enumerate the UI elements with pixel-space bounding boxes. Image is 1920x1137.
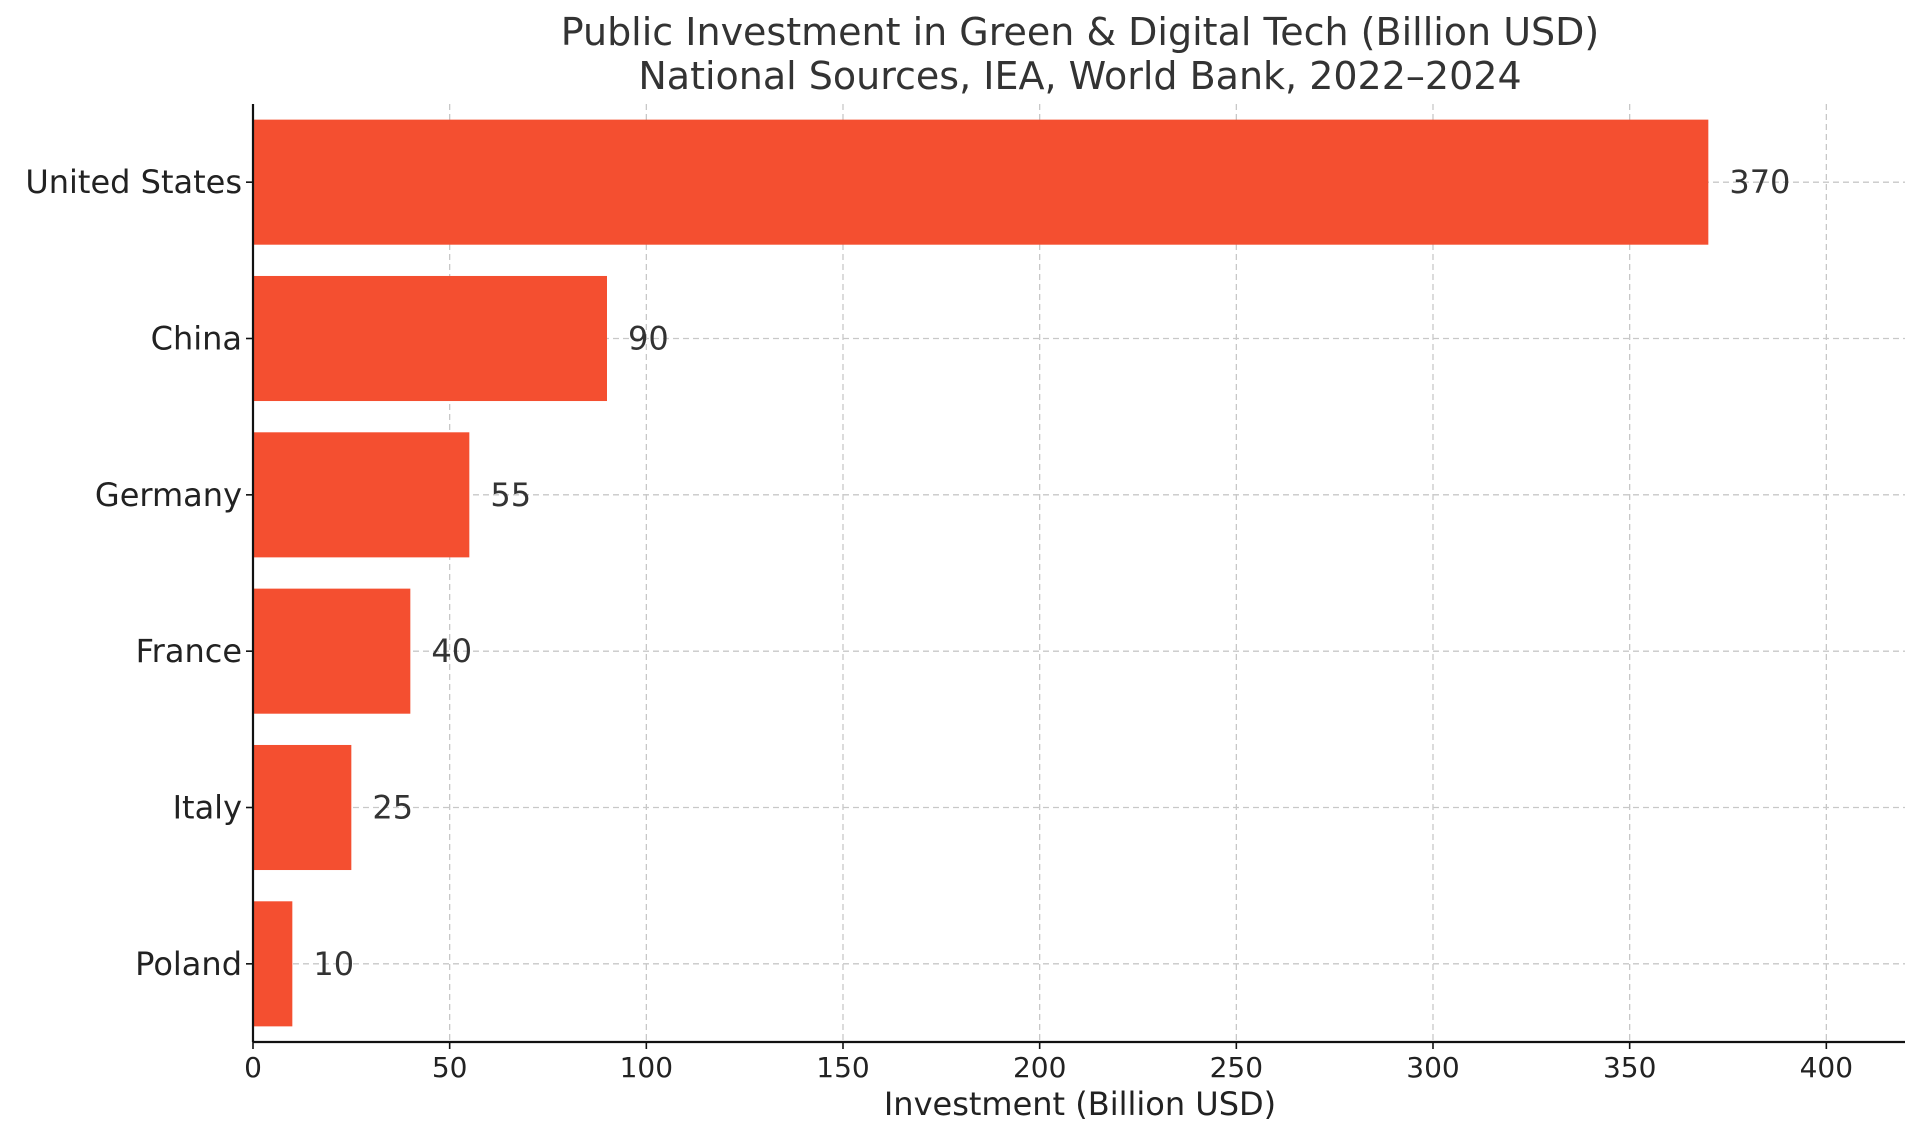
value-label: 90	[628, 320, 669, 358]
value-label: 40	[431, 632, 472, 670]
chart-subtitle: National Sources, IEA, World Bank, 2022–…	[638, 54, 1521, 98]
y-category-labels: United States China Germany France Italy Pola…	[25, 163, 242, 983]
x-tick-label: 250	[1210, 1051, 1263, 1084]
y-tick-label: France	[136, 632, 242, 670]
chart-title: Public Investment in Green & Digital Tec…	[561, 10, 1600, 54]
bar-italy	[253, 744, 352, 871]
bars	[253, 119, 1709, 1027]
y-tick-label: United States	[25, 163, 242, 201]
x-tick-label: 0	[244, 1051, 262, 1084]
x-tick-label: 300	[1406, 1051, 1459, 1084]
x-tick-label: 150	[816, 1051, 869, 1084]
y-tick-label: Germany	[95, 476, 242, 514]
value-label: 370	[1729, 163, 1790, 201]
y-tick-label: Poland	[135, 945, 242, 983]
y-tick-label: Italy	[173, 789, 242, 827]
bar-poland	[253, 901, 293, 1027]
value-labels: 370 90 55 40 25 10	[313, 163, 1790, 983]
x-tick-label: 50	[432, 1051, 468, 1084]
bar-united-states	[253, 119, 1709, 245]
x-axis-title: Investment (Billion USD)	[884, 1085, 1276, 1123]
value-label: 10	[313, 945, 354, 983]
x-tick-label: 400	[1800, 1051, 1853, 1084]
bar-germany	[253, 432, 470, 558]
x-tick-labels: 0 50 100 150 200 250 300 350 400	[244, 1051, 1853, 1084]
axes	[246, 104, 1905, 1049]
x-tick-label: 200	[1013, 1051, 1066, 1084]
y-tick-label: China	[151, 320, 242, 358]
x-tick-label: 350	[1603, 1051, 1656, 1084]
value-label: 25	[372, 789, 413, 827]
value-label: 55	[490, 476, 531, 514]
bar-china	[253, 275, 607, 402]
x-tick-label: 100	[620, 1051, 673, 1084]
bar-france	[253, 588, 411, 714]
